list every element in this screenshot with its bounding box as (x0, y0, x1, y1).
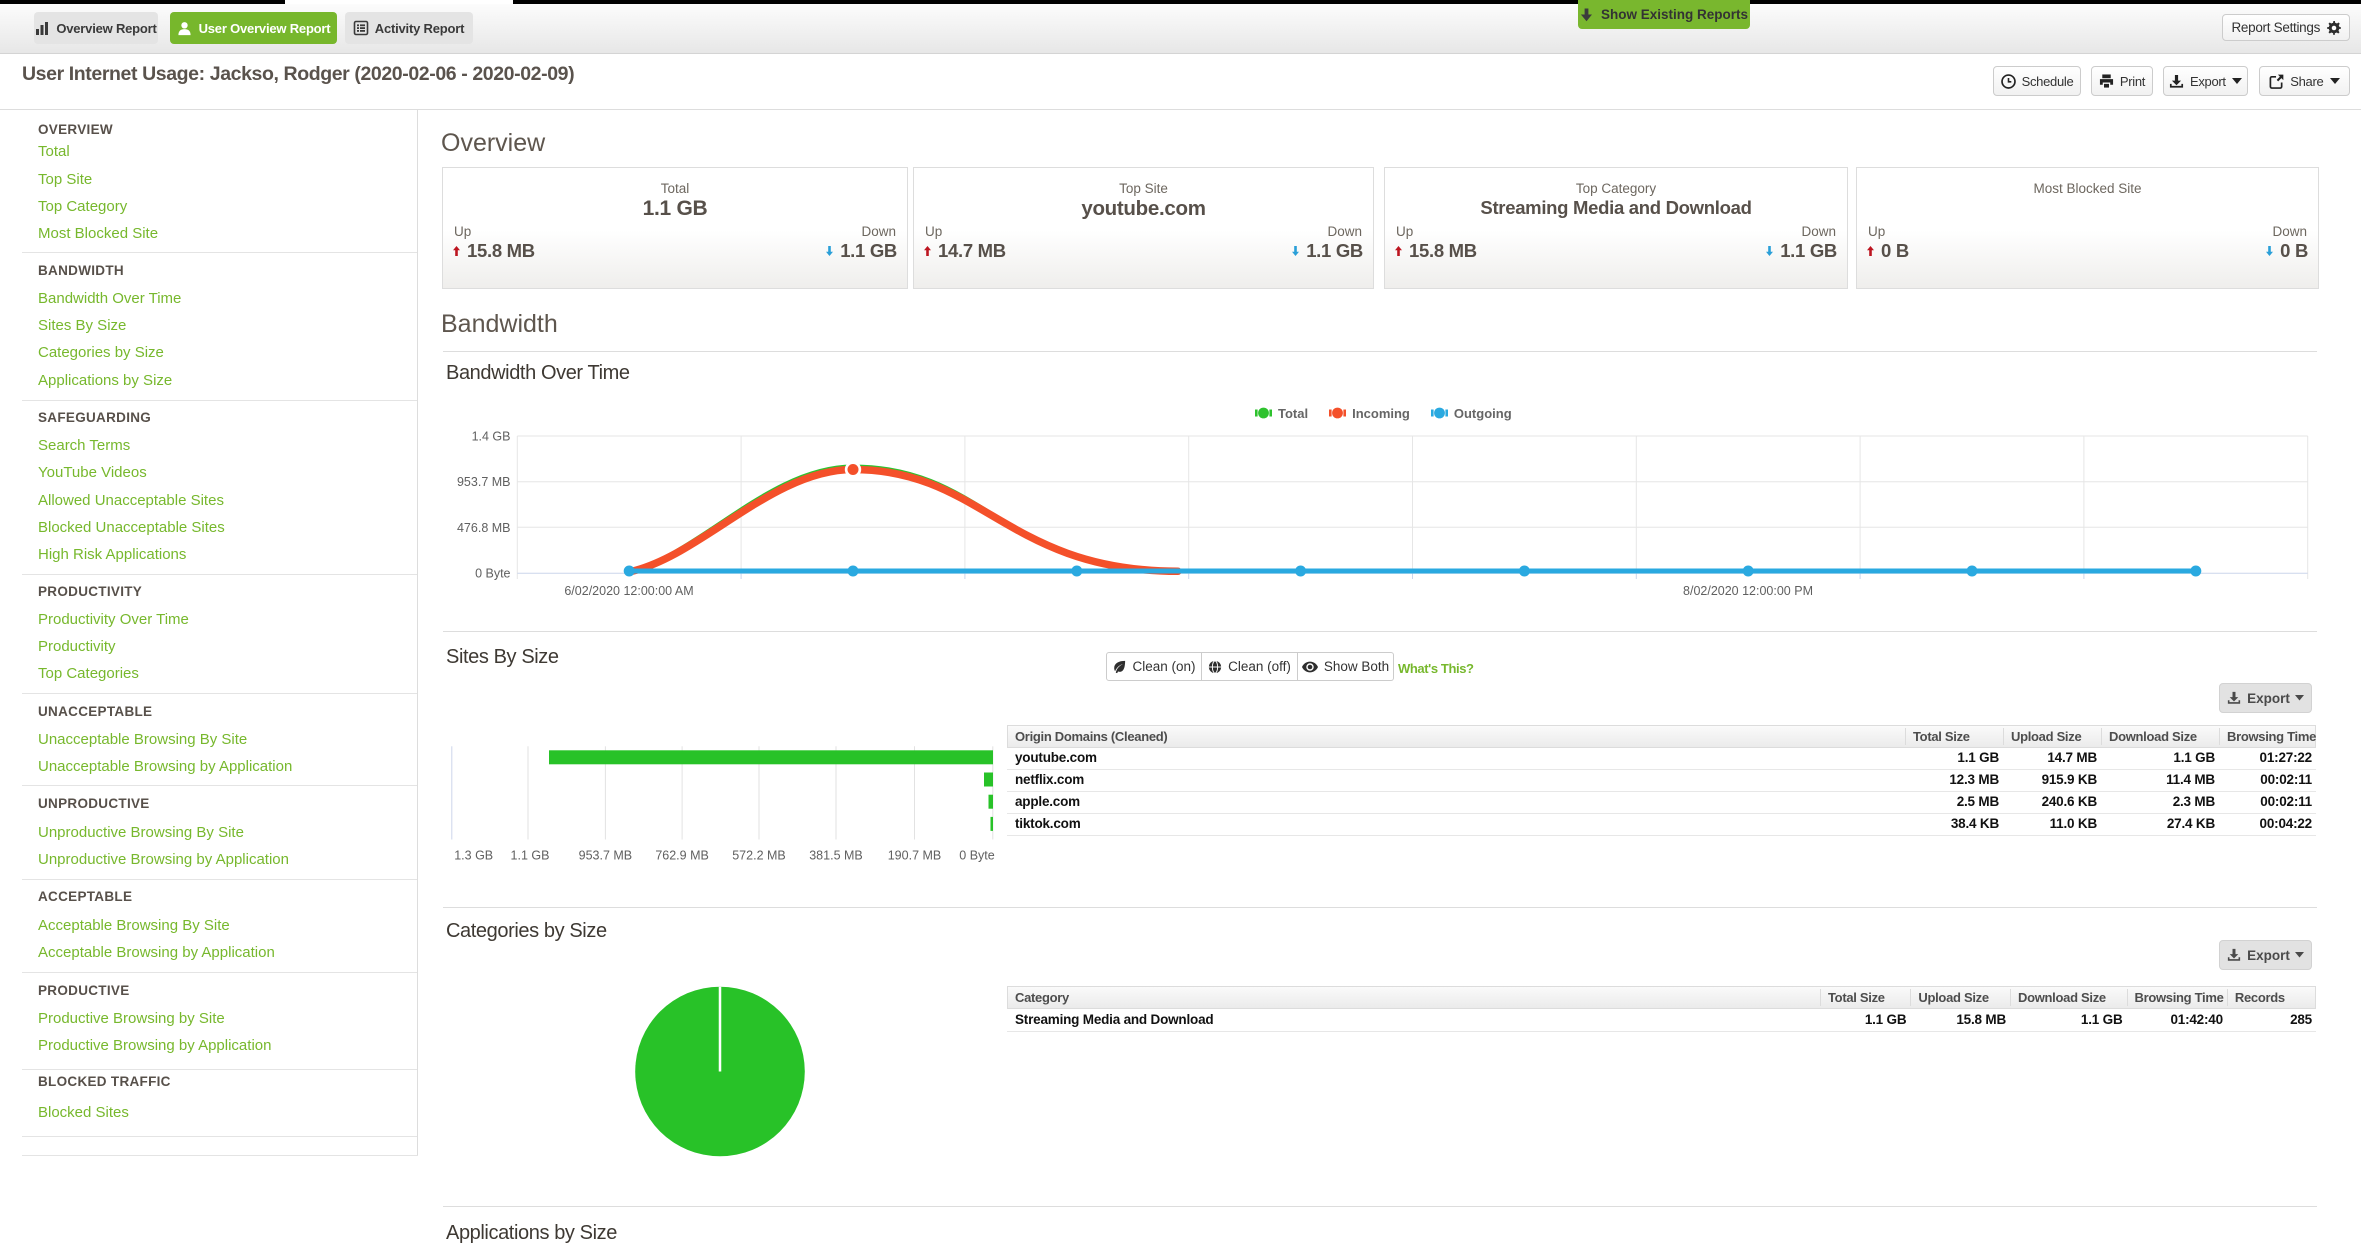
svg-text:190.7 MB: 190.7 MB (888, 849, 942, 863)
svg-text:953.7 MB: 953.7 MB (579, 849, 633, 863)
svg-text:0 Byte: 0 Byte (475, 567, 510, 581)
svg-text:1.4 GB: 1.4 GB (472, 430, 511, 444)
svg-text:953.7 MB: 953.7 MB (457, 475, 511, 489)
svg-text:6/02/2020 12:00:00 AM: 6/02/2020 12:00:00 AM (564, 584, 693, 598)
svg-text:8/02/2020 12:00:00 PM: 8/02/2020 12:00:00 PM (1683, 584, 1813, 598)
svg-text:1.1 GB: 1.1 GB (511, 849, 550, 863)
svg-text:476.8 MB: 476.8 MB (457, 521, 511, 535)
svg-text:0 Byte: 0 Byte (959, 849, 994, 863)
svg-text:1.3 GB: 1.3 GB (454, 849, 493, 863)
svg-text:762.9 MB: 762.9 MB (655, 849, 709, 863)
svg-text:572.2 MB: 572.2 MB (732, 849, 786, 863)
svg-text:381.5 MB: 381.5 MB (809, 849, 863, 863)
